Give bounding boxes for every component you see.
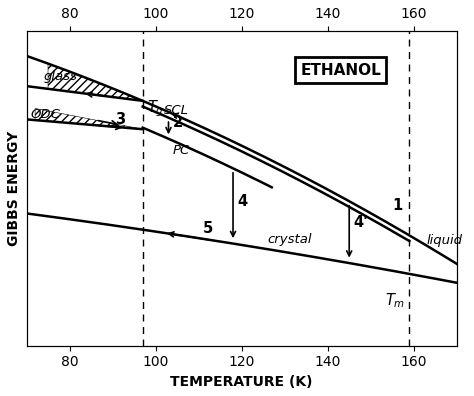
Text: 2: 2 (173, 114, 183, 129)
Text: 3: 3 (115, 112, 126, 128)
Text: 4: 4 (237, 194, 247, 209)
Text: 4': 4' (354, 215, 368, 230)
Text: ODC: ODC (31, 108, 61, 121)
Text: crystal: crystal (267, 233, 312, 246)
Text: PC: PC (173, 144, 190, 157)
Text: 1: 1 (392, 198, 402, 213)
Text: glass: glass (44, 70, 78, 83)
Text: 5: 5 (203, 221, 213, 236)
Text: $T_g$: $T_g$ (147, 98, 164, 118)
Y-axis label: GIBBS ENERGY: GIBBS ENERGY (7, 131, 21, 246)
X-axis label: TEMPERATURE (K): TEMPERATURE (K) (170, 375, 313, 389)
Text: ETHANOL: ETHANOL (300, 63, 381, 78)
Text: SCL: SCL (164, 104, 189, 117)
Text: liquid: liquid (427, 234, 463, 247)
Text: $T_m$: $T_m$ (385, 291, 405, 310)
